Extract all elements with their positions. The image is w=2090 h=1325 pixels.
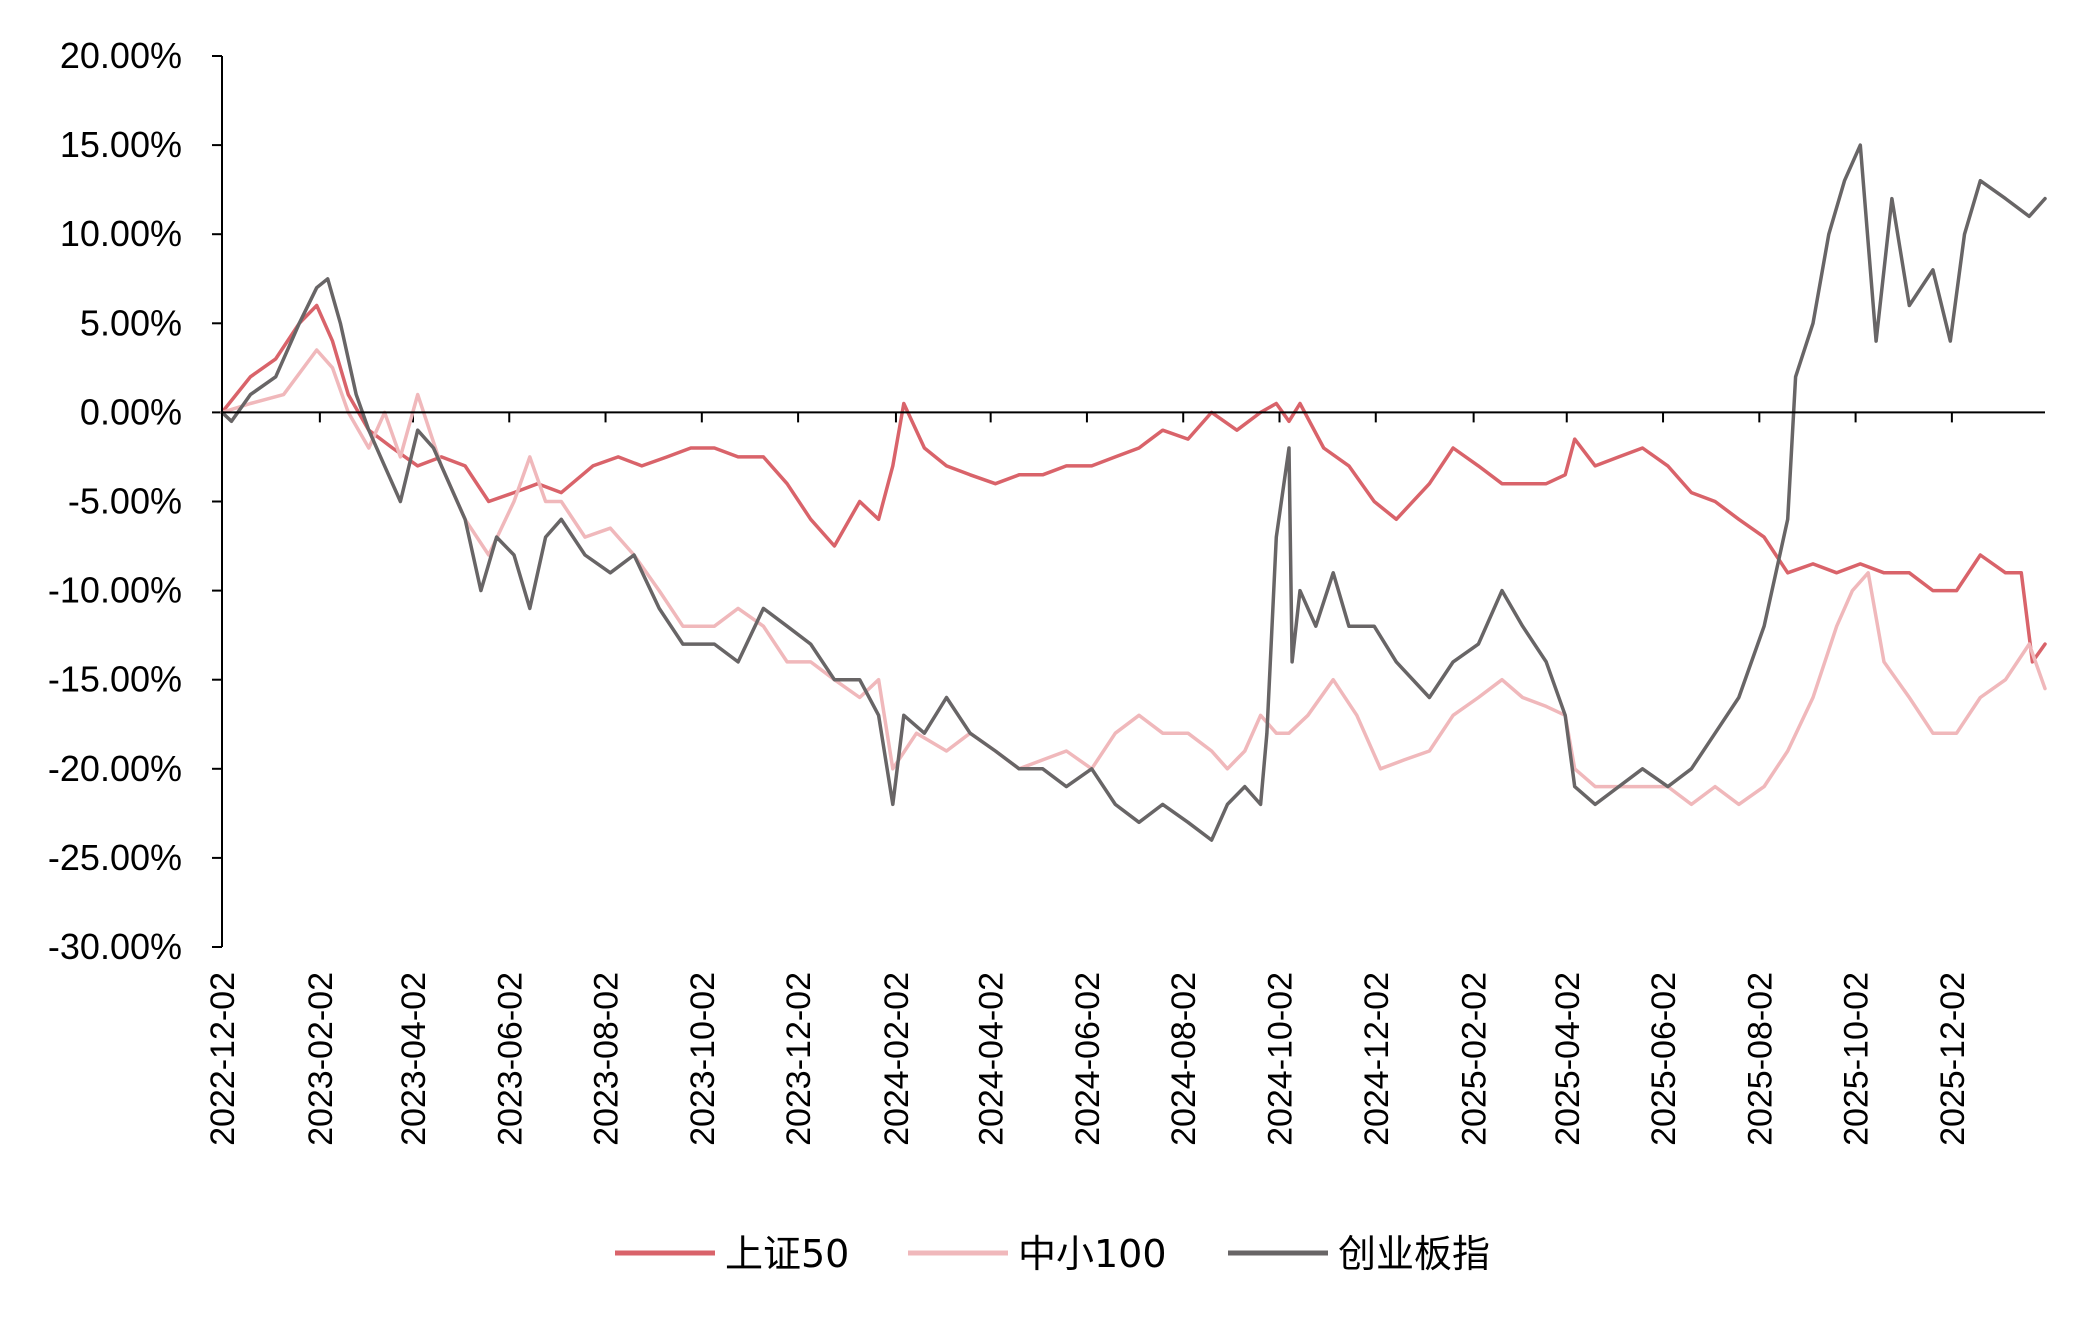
y-tick-label: -30.00% (48, 926, 182, 967)
y-tick-label: -10.00% (48, 570, 182, 611)
y-tick-label: -5.00% (68, 481, 182, 522)
y-tick-label: 15.00% (60, 124, 182, 165)
x-tick-label: 2025-08-02 (1741, 972, 1779, 1146)
x-tick-label: 2023-04-02 (395, 972, 433, 1146)
y-tick-label: 20.00% (60, 35, 182, 76)
series-line-1 (220, 348, 2047, 807)
x-tick-label: 2024-10-02 (1261, 972, 1299, 1146)
legend-label-0: 上证50 (725, 1232, 849, 1276)
x-tick-label: 2023-12-02 (780, 972, 818, 1146)
series-line-0 (220, 303, 2047, 664)
x-tick-label: 2025-04-02 (1549, 972, 1587, 1146)
legend-label-1: 中小100 (1018, 1232, 1167, 1276)
x-tick-label: 2025-06-02 (1645, 972, 1683, 1146)
x-tick-label: 2024-08-02 (1165, 972, 1203, 1146)
x-tick-label: 2025-02-02 (1456, 972, 1494, 1146)
y-tick-label: -25.00% (48, 837, 182, 878)
x-tick-label: 2024-06-02 (1069, 972, 1107, 1146)
x-tick-label: 2023-08-02 (588, 972, 626, 1146)
y-tick-label: 5.00% (80, 302, 182, 343)
y-tick-label: 10.00% (60, 213, 182, 254)
x-tick-label: 2023-06-02 (491, 972, 529, 1146)
y-tick-label: -15.00% (48, 659, 182, 700)
x-tick-label: 2025-10-02 (1838, 972, 1876, 1146)
x-tick-label: 2025-12-02 (1934, 972, 1972, 1146)
x-tick-label: 2024-02-02 (878, 972, 916, 1146)
x-tick-label: 2022-12-02 (204, 972, 242, 1146)
legend: 上证50 中小100 创业板指 (615, 1232, 1490, 1276)
y-axis-ticks: 20.00% 15.00% 10.00% 5.00% 0.00% -5.00% -10.00… (48, 35, 222, 967)
y-tick-label: 0.00% (80, 391, 182, 432)
y-tick-label: -20.00% (48, 748, 182, 789)
x-tick-label: 2023-02-02 (302, 972, 340, 1146)
x-axis-ticks: 2022-12-02 2023-02-02 2023-04-02 2023-06-02… (204, 412, 1972, 1146)
x-tick-label: 2024-12-02 (1358, 972, 1396, 1146)
legend-label-2: 创业板指 (1338, 1232, 1490, 1276)
x-tick-label: 2023-10-02 (684, 972, 722, 1146)
series-line-2 (220, 143, 2047, 842)
series-layer (220, 143, 2047, 842)
x-tick-label: 2024-04-02 (973, 972, 1011, 1146)
